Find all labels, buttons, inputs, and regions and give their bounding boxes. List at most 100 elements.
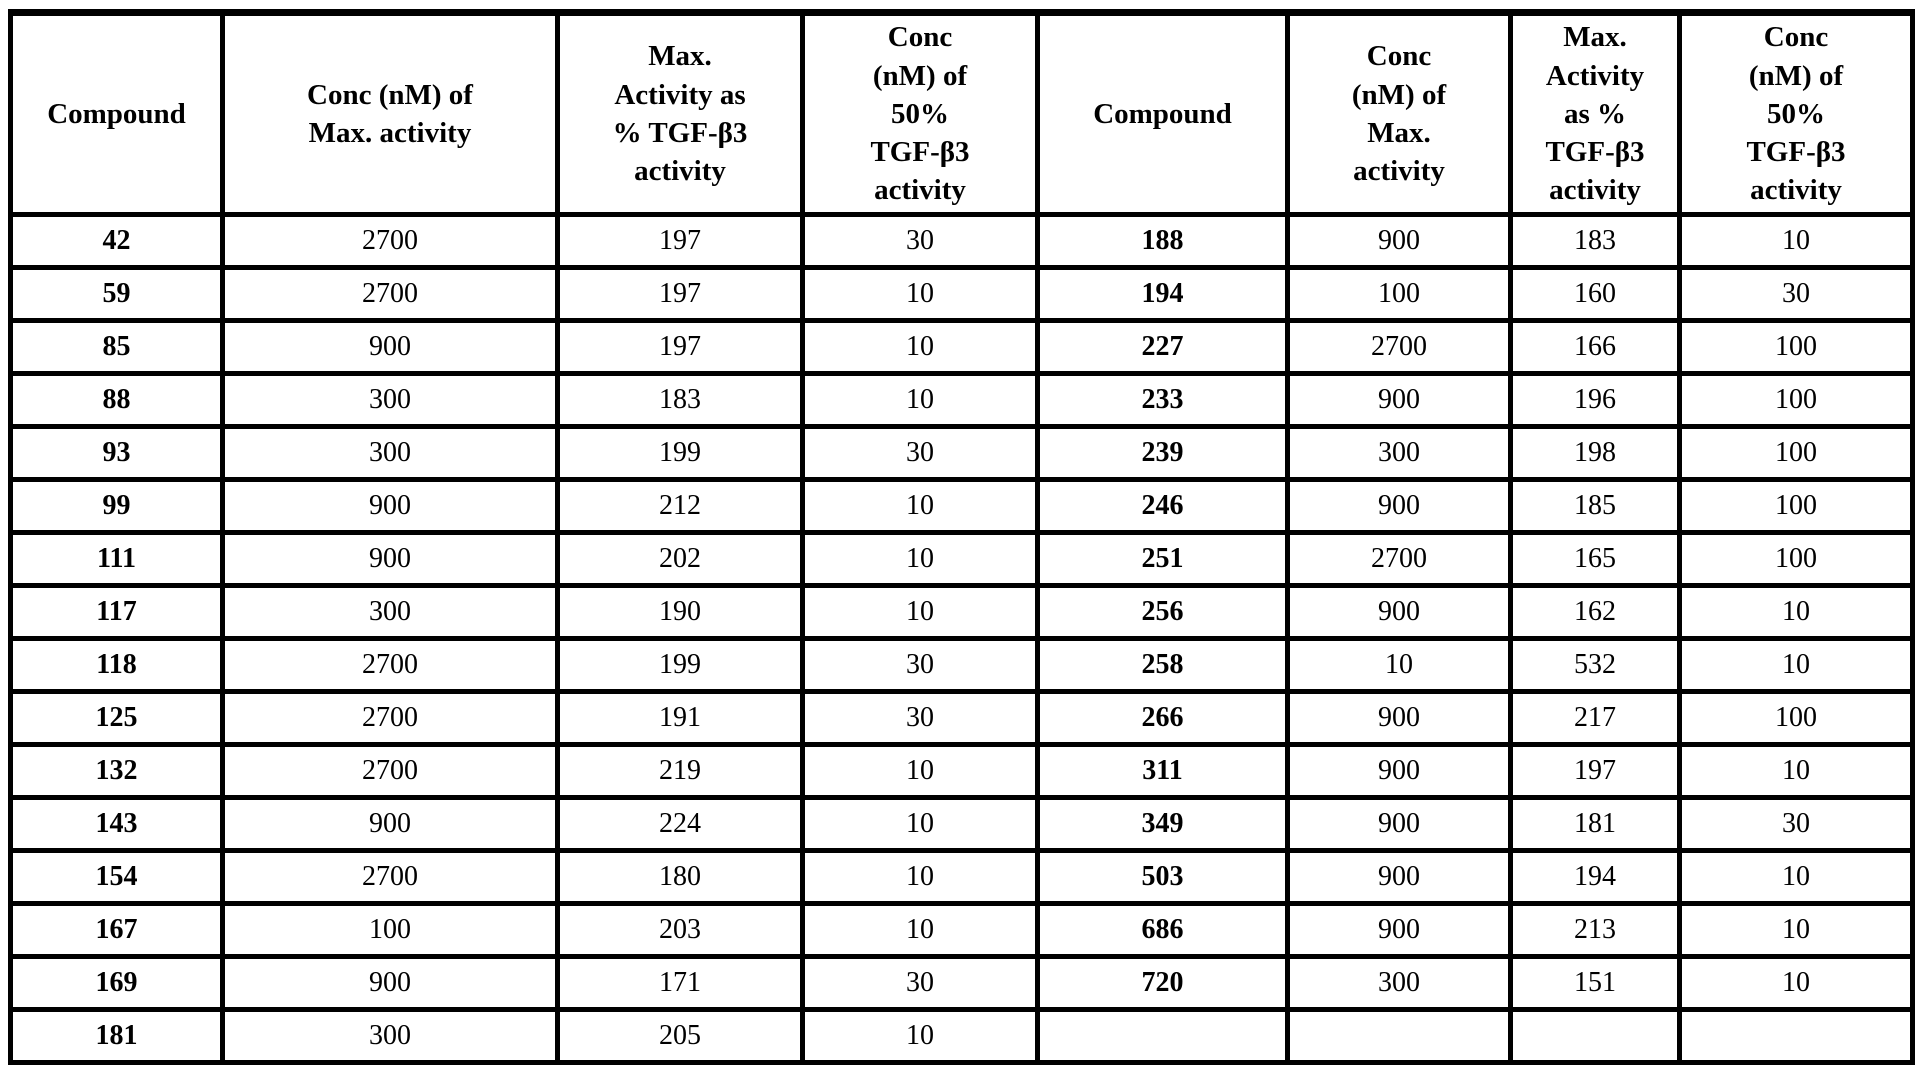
activity-table: Compound Conc (nM) of Max. activity Max. A…	[8, 9, 1915, 1065]
compound-cell: 42	[8, 212, 225, 270]
table-row: 167 100 203 10 686 900 213 10	[8, 901, 1915, 959]
value-cell: 900	[220, 954, 560, 1012]
value-cell: 10	[1677, 583, 1915, 641]
table-row: 93 300 199 30 239 300 198 100	[8, 424, 1915, 482]
value-cell: 100	[1677, 477, 1915, 535]
table-row: 169 900 171 30 720 300 151 10	[8, 954, 1915, 1012]
value-cell: 2700	[1285, 530, 1513, 588]
value-cell: 900	[1285, 742, 1513, 800]
value-cell: 2700	[220, 689, 560, 747]
value-cell: 10	[800, 848, 1040, 906]
value-cell: 10	[800, 795, 1040, 853]
value-cell: 165	[1508, 530, 1682, 588]
compound-cell: 88	[8, 371, 225, 429]
compound-cell: 251	[1035, 530, 1290, 588]
value-cell: 2700	[220, 212, 560, 270]
value-cell: 10	[800, 265, 1040, 323]
header-cell: Max. Activity as % TGF-β3 activity	[1508, 9, 1682, 217]
table-row: 132 2700 219 10 311 900 197 10	[8, 742, 1915, 800]
value-cell: 10	[1677, 954, 1915, 1012]
table-row: 125 2700 191 30 266 900 217 100	[8, 689, 1915, 747]
value-cell: 900	[1285, 901, 1513, 959]
value-cell: 900	[1285, 583, 1513, 641]
value-cell: 183	[555, 371, 805, 429]
value-cell: 30	[1677, 265, 1915, 323]
value-cell: 30	[800, 212, 1040, 270]
value-cell: 100	[1677, 318, 1915, 376]
value-cell: 300	[1285, 424, 1513, 482]
table-row: 181 300 205 10	[8, 1007, 1915, 1065]
value-cell: 203	[555, 901, 805, 959]
header-cell: Conc (nM) of 50% TGF-β3 activity	[1677, 9, 1915, 217]
value-cell: 30	[800, 424, 1040, 482]
value-cell: 900	[1285, 795, 1513, 853]
value-cell: 30	[1677, 795, 1915, 853]
table-row: 118 2700 199 30 258 10 532 10	[8, 636, 1915, 694]
value-cell: 197	[555, 212, 805, 270]
compound-cell: 169	[8, 954, 225, 1012]
value-cell: 190	[555, 583, 805, 641]
value-cell: 197	[555, 265, 805, 323]
value-cell: 532	[1508, 636, 1682, 694]
value-cell: 199	[555, 424, 805, 482]
compound-cell: 258	[1035, 636, 1290, 694]
value-cell: 900	[1285, 371, 1513, 429]
value-cell: 10	[800, 583, 1040, 641]
compound-cell: 99	[8, 477, 225, 535]
value-cell: 196	[1508, 371, 1682, 429]
value-cell: 166	[1508, 318, 1682, 376]
compound-cell: 246	[1035, 477, 1290, 535]
value-cell: 10	[1677, 848, 1915, 906]
value-cell: 900	[1285, 689, 1513, 747]
value-cell: 194	[1508, 848, 1682, 906]
compound-cell: 194	[1035, 265, 1290, 323]
compound-cell: 227	[1035, 318, 1290, 376]
compound-cell: 503	[1035, 848, 1290, 906]
value-cell: 10	[800, 742, 1040, 800]
value-cell: 900	[1285, 848, 1513, 906]
table-row: 88 300 183 10 233 900 196 100	[8, 371, 1915, 429]
value-cell: 2700	[1285, 318, 1513, 376]
value-cell: 300	[1285, 954, 1513, 1012]
value-cell: 900	[1285, 212, 1513, 270]
header-cell: Conc (nM) of Max. activity	[1285, 9, 1513, 217]
compound-cell: 117	[8, 583, 225, 641]
value-cell: 199	[555, 636, 805, 694]
compound-cell: 256	[1035, 583, 1290, 641]
compound-cell: 233	[1035, 371, 1290, 429]
value-cell: 162	[1508, 583, 1682, 641]
value-cell: 100	[220, 901, 560, 959]
compound-cell: 311	[1035, 742, 1290, 800]
value-cell: 10	[1677, 636, 1915, 694]
header-cell: Conc (nM) of 50% TGF-β3 activity	[800, 9, 1040, 217]
compound-cell: 111	[8, 530, 225, 588]
value-cell: 171	[555, 954, 805, 1012]
table-row: 154 2700 180 10 503 900 194 10	[8, 848, 1915, 906]
value-cell: 100	[1677, 371, 1915, 429]
header-cell: Max. Activity as % TGF-β3 activity	[555, 9, 805, 217]
value-cell: 300	[220, 583, 560, 641]
empty-cell	[1508, 1007, 1682, 1065]
table-row: 85 900 197 10 227 2700 166 100	[8, 318, 1915, 376]
compound-cell: 125	[8, 689, 225, 747]
table-row: 59 2700 197 10 194 100 160 30	[8, 265, 1915, 323]
value-cell: 10	[800, 477, 1040, 535]
compound-cell: 132	[8, 742, 225, 800]
value-cell: 300	[220, 424, 560, 482]
value-cell: 212	[555, 477, 805, 535]
value-cell: 202	[555, 530, 805, 588]
value-cell: 2700	[220, 636, 560, 694]
value-cell: 197	[1508, 742, 1682, 800]
value-cell: 224	[555, 795, 805, 853]
value-cell: 100	[1677, 689, 1915, 747]
value-cell: 181	[1508, 795, 1682, 853]
compound-cell: 167	[8, 901, 225, 959]
value-cell: 180	[555, 848, 805, 906]
value-cell: 100	[1285, 265, 1513, 323]
compound-cell: 154	[8, 848, 225, 906]
empty-cell	[1285, 1007, 1513, 1065]
value-cell: 185	[1508, 477, 1682, 535]
compound-cell: 59	[8, 265, 225, 323]
empty-cell	[1677, 1007, 1915, 1065]
compound-cell: 118	[8, 636, 225, 694]
